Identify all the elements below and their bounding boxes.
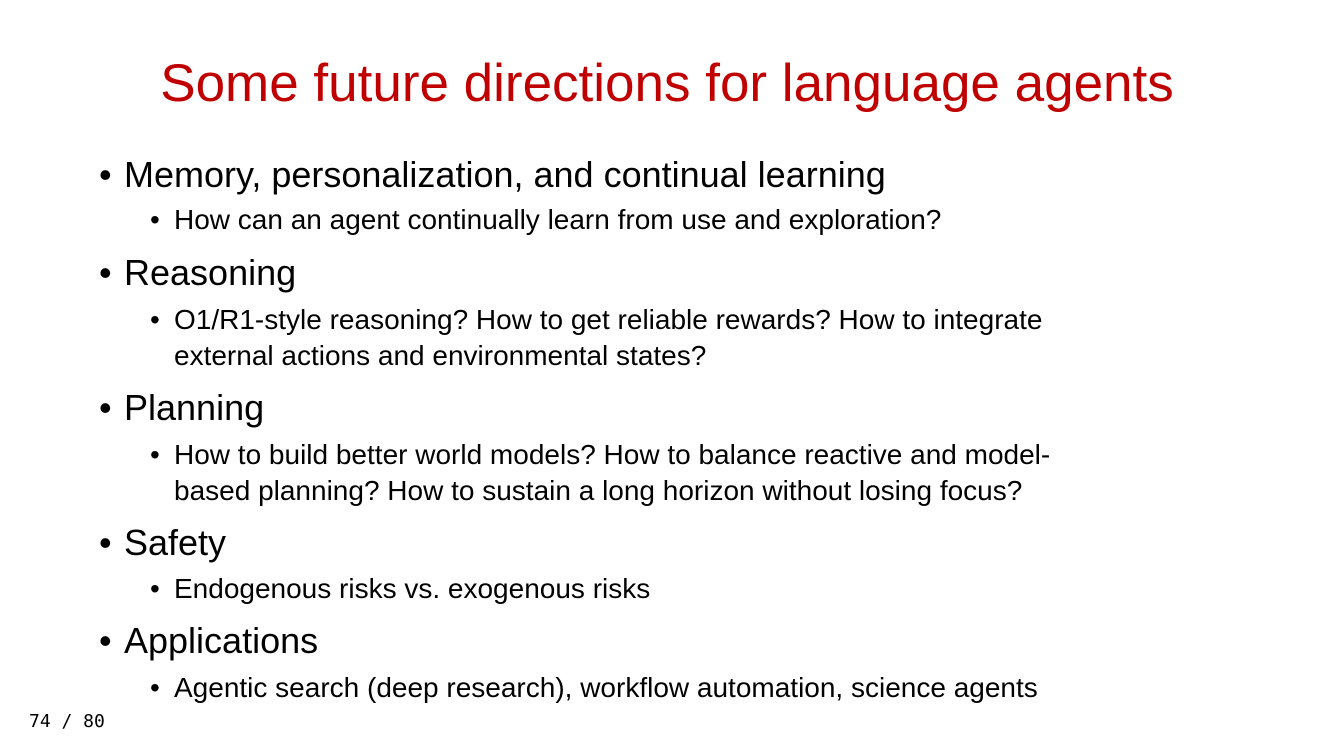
bullet-planning: • Planning <box>99 387 264 429</box>
bullet-reasoning-label: Reasoning <box>124 252 297 293</box>
sub-bullet-memory-label: How can an agent continually learn from … <box>174 204 942 235</box>
bullet-reasoning: • Reasoning <box>99 252 296 294</box>
sub-bullet-safety: • Endogenous risks vs. exogenous risks <box>150 571 650 607</box>
bullet-dot: • <box>150 573 160 604</box>
sub-bullet-memory: • How can an agent continually learn from… <box>150 202 941 238</box>
sub-bullet-applications: • Agentic search (deep research), workflo… <box>150 670 1038 706</box>
bullet-dot: • <box>99 620 112 661</box>
bullet-safety: • Safety <box>99 522 226 564</box>
bullet-planning-label: Planning <box>124 387 265 428</box>
bullet-dot: • <box>150 439 160 470</box>
bullet-applications: • Applications <box>99 620 318 662</box>
bullet-dot: • <box>150 672 160 703</box>
sub-bullet-planning: • How to build better world models? How t… <box>150 437 1050 473</box>
bullet-memory-label: Memory, personalization, and continual l… <box>124 154 886 195</box>
bullet-dot: • <box>99 252 112 293</box>
bullet-dot: • <box>99 522 112 563</box>
sub-bullet-planning-line2: based planning? How to sustain a long ho… <box>174 475 1023 506</box>
bullet-applications-label: Applications <box>124 620 319 661</box>
bullet-memory: • Memory, personalization, and continual … <box>99 154 886 196</box>
bullet-dot: • <box>99 154 112 195</box>
bullet-dot: • <box>150 204 160 235</box>
sub-bullet-reasoning-line1: O1/R1-style reasoning? How to get reliab… <box>174 304 1043 335</box>
sub-bullet-reasoning: • O1/R1-style reasoning? How to get relia… <box>150 302 1042 338</box>
sub-bullet-reasoning-line2: external actions and environmental state… <box>174 340 707 371</box>
sub-bullet-applications-label: Agentic search (deep research), workflow… <box>174 672 1038 703</box>
sub-bullet-planning-line1: How to build better world models? How to… <box>174 439 1051 470</box>
bullet-dot: • <box>99 387 112 428</box>
sub-bullet-safety-label: Endogenous risks vs. exogenous risks <box>174 573 651 604</box>
bullet-safety-label: Safety <box>124 522 227 563</box>
bullet-dot: • <box>150 304 160 335</box>
slide-title: Some future directions for language agen… <box>160 54 1174 113</box>
page-counter: 74 / 80 <box>29 711 105 732</box>
